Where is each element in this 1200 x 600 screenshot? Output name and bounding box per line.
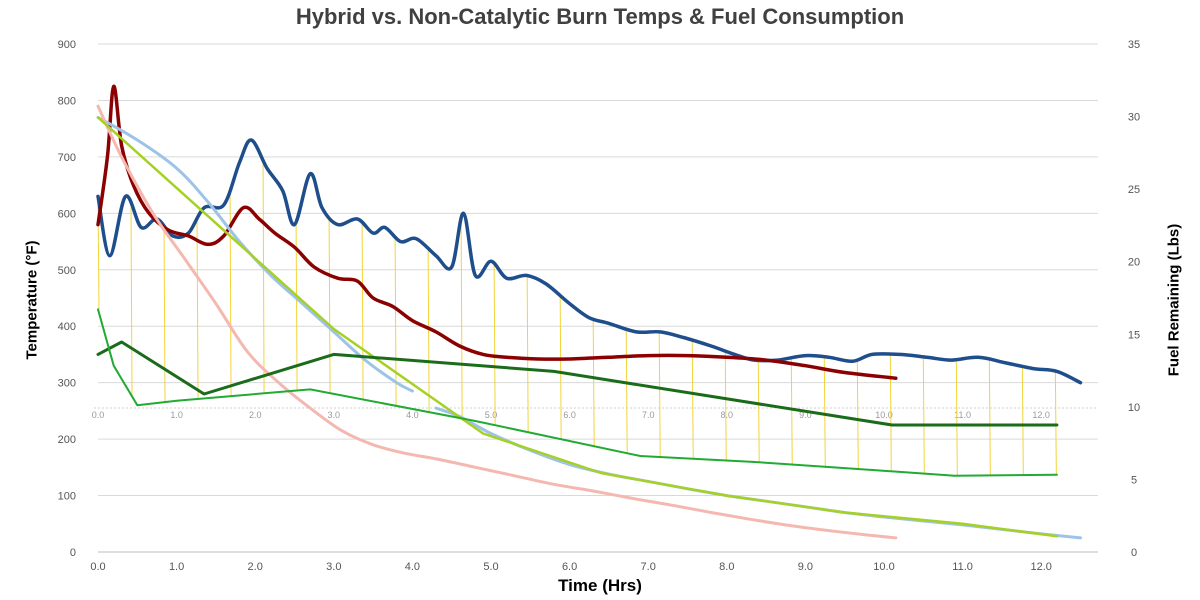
y-left-tick-label: 800 (58, 95, 76, 107)
y-left-tick-label: 0 (70, 547, 76, 559)
y-left-tick-label: 900 (58, 39, 76, 51)
x-axis-title: Time (Hrs) (558, 576, 642, 595)
series-line-5 (96, 116, 1059, 538)
hatch-line (394, 236, 397, 406)
x-tick-label: 2.0 (248, 561, 263, 573)
series-line-7 (97, 308, 1058, 477)
hatch-line (658, 331, 661, 458)
y-right-tick-label: 15 (1128, 329, 1140, 341)
y-left-tick-label: 500 (58, 265, 76, 277)
x-tick-label: 11.0 (952, 561, 973, 573)
x-tick-label: 5.0 (483, 561, 498, 573)
hatch-line (130, 207, 133, 395)
x-tick-label: 6.0 (562, 561, 577, 573)
secondary-x-tick-label: 4.0 (406, 410, 419, 420)
x-tick-label: 3.0 (326, 561, 341, 573)
hatch-line (823, 356, 826, 467)
y-left-tick-label: 700 (58, 152, 76, 164)
hatch-line (427, 248, 430, 413)
hatch-line (328, 215, 331, 394)
hatch-line (757, 360, 760, 463)
hatch-line (988, 359, 991, 476)
secondary-x-tick-label: 0.0 (92, 410, 105, 420)
y-right-tick-label: 20 (1128, 257, 1140, 269)
chart-title: Hybrid vs. Non-Catalytic Burn Temps & Fu… (295, 4, 905, 29)
secondary-x-tick-label: 7.0 (642, 410, 655, 420)
series-line-6 (96, 340, 1059, 427)
hatch-line (724, 351, 727, 461)
hatch-line (889, 354, 892, 472)
hatch-line (922, 356, 925, 474)
hatch-line (1021, 366, 1024, 476)
y-right-tick-label: 25 (1128, 184, 1140, 196)
hatch-line (460, 224, 463, 419)
x-tick-label: 4.0 (405, 561, 420, 573)
hatch-line (526, 275, 529, 433)
y-left-tick-label: 200 (58, 434, 76, 446)
y-right-tick-label: 10 (1128, 402, 1140, 414)
y-right-tick-label: 0 (1131, 547, 1137, 559)
hatch-line (262, 161, 265, 394)
hatch-line (493, 264, 496, 426)
hatch-line (196, 219, 199, 400)
y-axis-right-title: Fuel Remaining (Lbs) (1165, 223, 1183, 377)
y-axis-left-title: Temperature (°F) (23, 240, 41, 360)
series-line-1 (96, 84, 898, 380)
secondary-x-tick-label: 2.0 (249, 410, 262, 420)
secondary-x-tick-label: 6.0 (563, 410, 576, 420)
hatch-line (625, 328, 628, 454)
hatch-line (955, 359, 958, 476)
y-left-tick-label: 300 (58, 378, 76, 390)
series-line-0 (96, 138, 1083, 385)
x-tick-label: 8.0 (719, 561, 734, 573)
secondary-x-tick-label: 11.0 (954, 410, 971, 420)
y-left-tick-label: 600 (58, 208, 76, 220)
x-tick-label: 9.0 (798, 561, 813, 573)
y-left-tick-label: 400 (58, 321, 76, 333)
secondary-x-tick-label: 1.0 (170, 410, 183, 420)
hatch-line (691, 340, 694, 459)
secondary-x-tick-label: 9.0 (799, 410, 812, 420)
hatch-line (592, 318, 595, 447)
series-line-4 (96, 104, 898, 540)
y-right-tick-label: 5 (1131, 474, 1137, 486)
y-right-tick-label: 35 (1128, 39, 1140, 51)
x-tick-label: 7.0 (641, 561, 656, 573)
secondary-x-tick-label: 10.0 (875, 410, 893, 420)
y-right-tick-label: 30 (1128, 112, 1140, 124)
hatch-line (790, 357, 793, 465)
hatch-line (856, 359, 859, 469)
hatch-line (559, 295, 562, 440)
y-left-tick-label: 100 (58, 491, 76, 503)
hatch-line (163, 226, 166, 403)
hatch-line (361, 223, 364, 400)
secondary-x-tick-label: 12.0 (1032, 410, 1050, 420)
x-tick-label: 1.0 (169, 561, 184, 573)
hatch-line (1054, 371, 1057, 475)
secondary-x-tick-label: 5.0 (485, 410, 498, 420)
series-line-2 (96, 115, 414, 393)
hatch-line (229, 187, 232, 397)
secondary-x-tick-label: 8.0 (721, 410, 734, 420)
series-line-3 (434, 406, 1082, 540)
x-tick-label: 12.0 (1030, 561, 1051, 573)
x-tick-label: 0.0 (90, 561, 105, 573)
secondary-x-tick-label: 3.0 (328, 410, 341, 420)
x-tick-label: 10.0 (873, 561, 894, 573)
